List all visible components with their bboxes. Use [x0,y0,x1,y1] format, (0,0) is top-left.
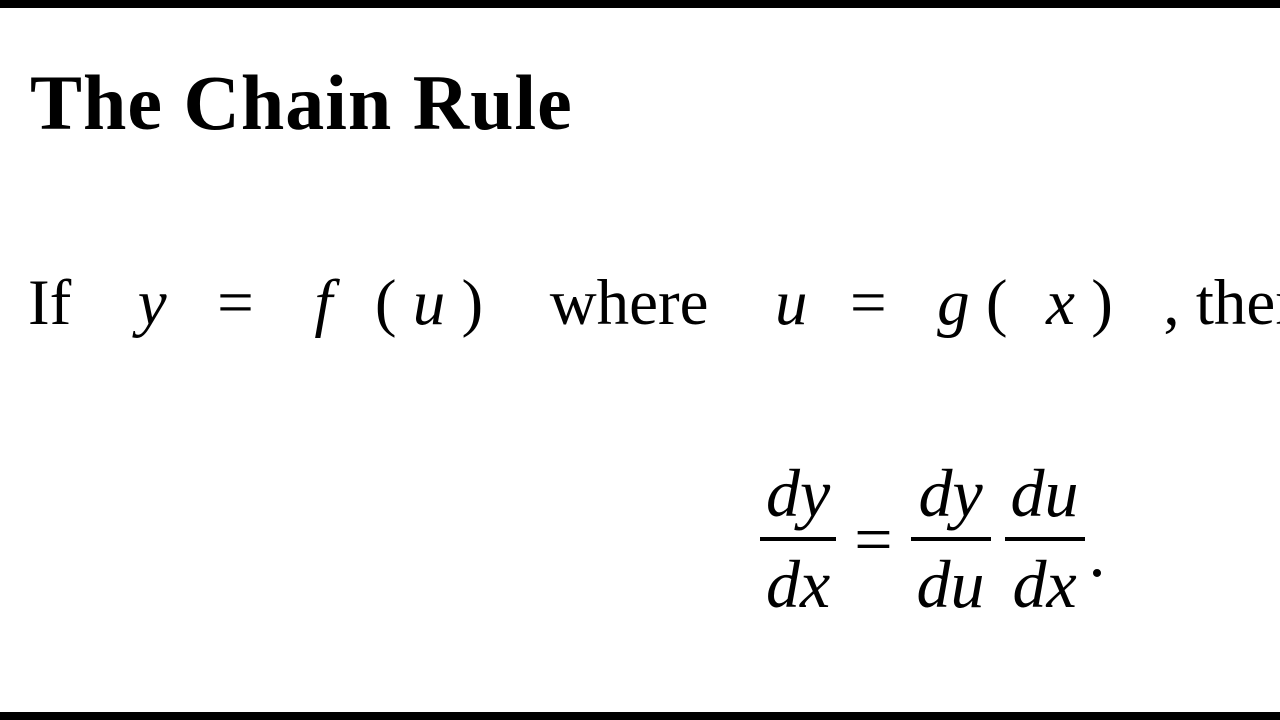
fraction-bar [911,537,991,541]
fraction-bar [1005,537,1085,541]
premise-line: If y = f ( u ) where u = g ( x ) , then [28,266,1280,341]
chain-rule-formula: dy dx = dy du du dx . [760,458,1106,621]
rparen-1: ) [462,267,484,339]
fraction-dy-dx: dy dx [760,458,836,621]
lparen-1: ( [375,267,397,339]
equals-sign: = [836,500,910,579]
denominator: dx [1006,549,1082,620]
var-x: x [1046,267,1075,339]
fraction-bar [760,537,836,541]
var-u-1: u [413,267,446,339]
lparen-2: ( [986,267,1008,339]
rparen-2: ) [1091,267,1113,339]
fn-g: g [937,267,970,339]
equals-2: = [850,267,887,339]
fn-f: f [314,267,332,339]
var-u-2: u [775,267,808,339]
fraction-dy-du: dy du [911,458,991,621]
denominator: dx [760,549,836,620]
page-title: The Chain Rule [30,58,573,148]
text-then: , then [1163,267,1280,339]
numerator: dy [912,458,988,529]
numerator: dy [760,458,836,529]
period: . [1085,514,1106,621]
numerator: du [1005,458,1085,529]
equals-1: = [217,267,254,339]
denominator: du [911,549,991,620]
text-where: where [550,267,709,339]
text-if: If [28,267,71,339]
var-y: y [138,267,167,339]
fraction-du-dx: du dx [1005,458,1085,621]
